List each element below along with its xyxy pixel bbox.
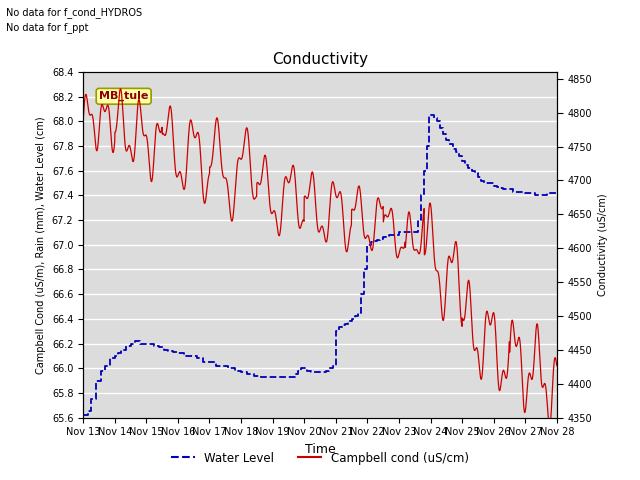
Legend: Water Level, Campbell cond (uS/cm): Water Level, Campbell cond (uS/cm)	[166, 447, 474, 469]
Y-axis label: Campbell Cond (uS/m), Rain (mm), Water Level (cm): Campbell Cond (uS/m), Rain (mm), Water L…	[36, 116, 46, 373]
Text: MB_tule: MB_tule	[99, 91, 148, 101]
Y-axis label: Conductivity (uS/cm): Conductivity (uS/cm)	[598, 193, 607, 296]
Text: No data for f_cond_HYDROS: No data for f_cond_HYDROS	[6, 7, 143, 18]
X-axis label: Time: Time	[305, 443, 335, 456]
Title: Conductivity: Conductivity	[272, 52, 368, 67]
Text: No data for f_ppt: No data for f_ppt	[6, 22, 89, 33]
